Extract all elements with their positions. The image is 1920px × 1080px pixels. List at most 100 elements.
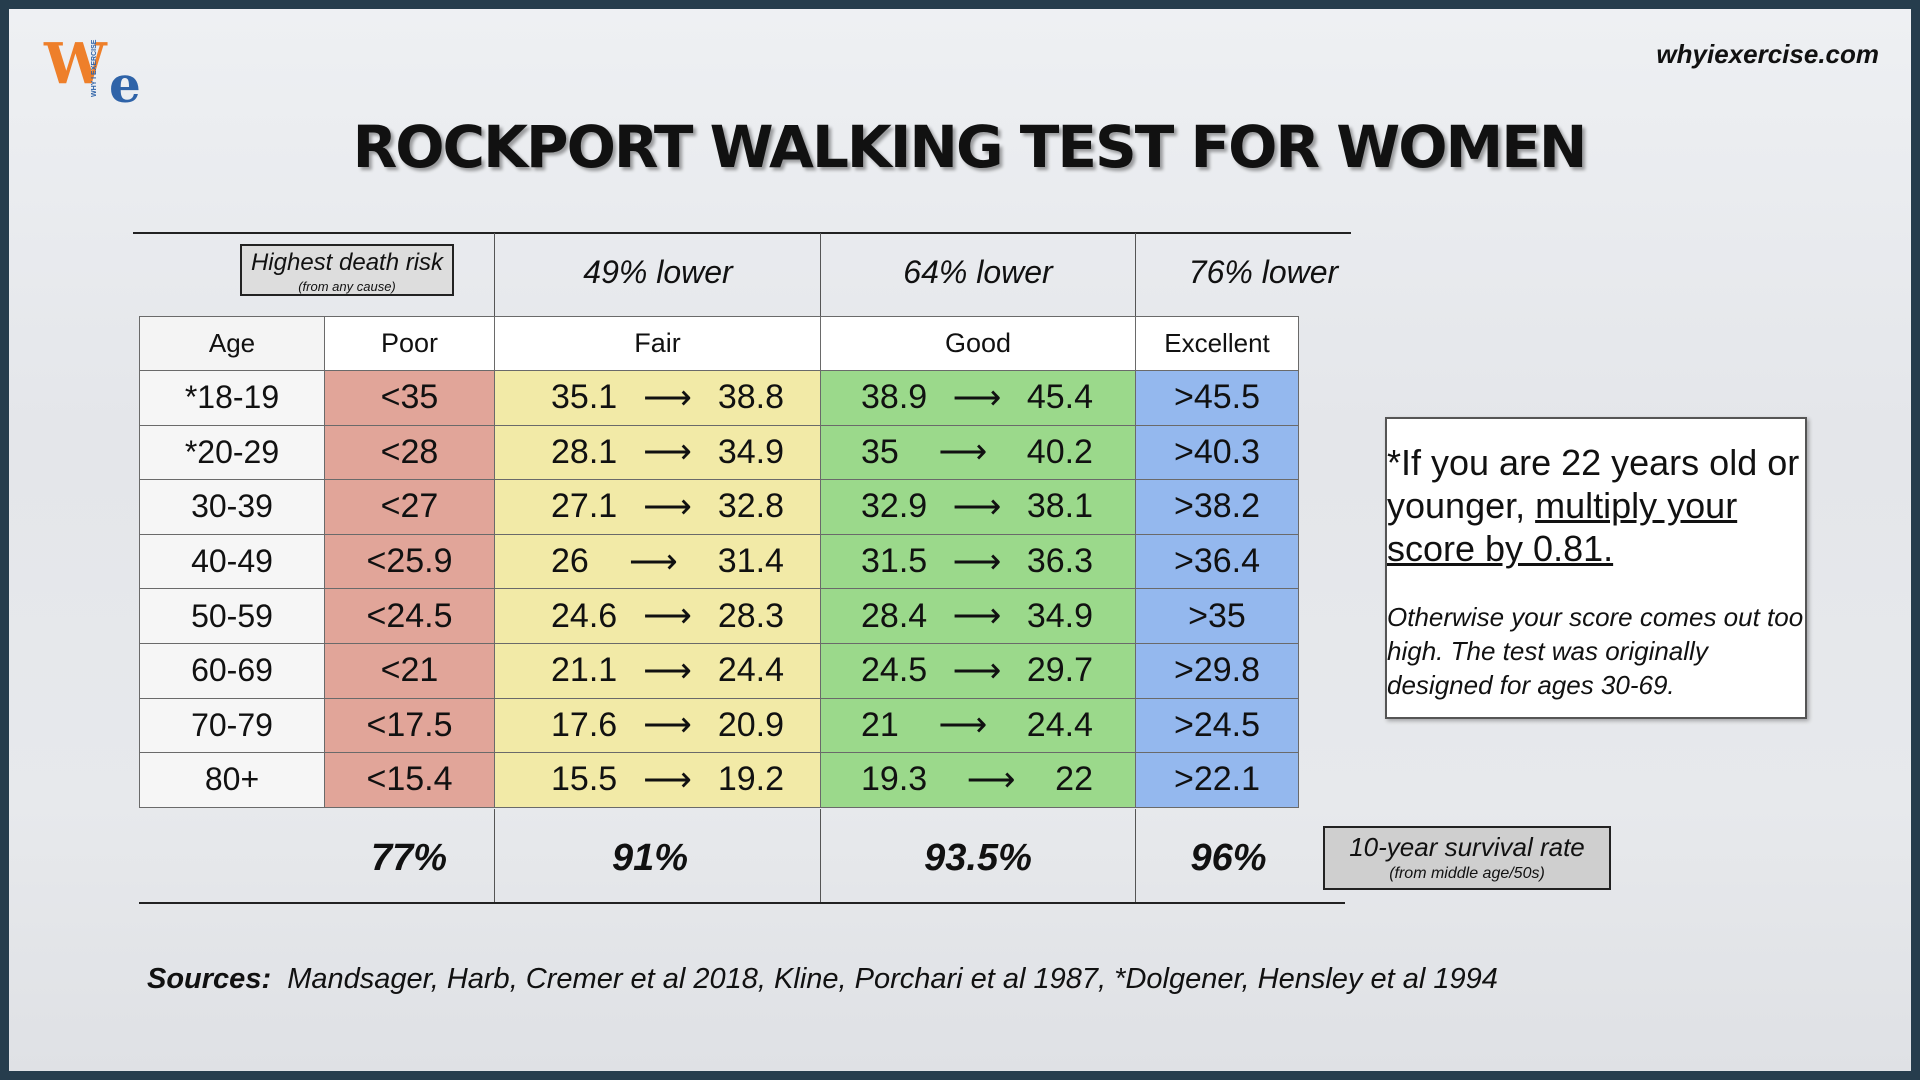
good-from: 28.4 (861, 596, 928, 635)
good-from: 32.9 (861, 487, 928, 526)
survival-divider-good (820, 809, 821, 902)
fair-cell: 17.6 ⟶ 20.9 (494, 697, 821, 754)
fair-cell: 26 ⟶ 31.4 (494, 533, 821, 590)
arrow-right-icon: ⟶ (643, 487, 692, 526)
note-main-text: *If you are 22 years old or younger, mul… (1387, 441, 1801, 570)
fair-to: 28.3 (717, 596, 784, 635)
poor-cell: <27 (324, 479, 495, 535)
table-row: 50-59 <24.5 24.6 ⟶ 28.3 28.4 ⟶ 34.9 >35 (139, 588, 1299, 644)
fair-to: 19.2 (717, 760, 784, 799)
fair-from: 35.1 (551, 378, 618, 417)
fitness-table: Age Poor Fair Good Excellent *18-19 <35 35… (139, 316, 1299, 808)
poor-cell: <24.5 (324, 588, 495, 644)
arrow-right-icon: ⟶ (952, 597, 1002, 636)
good-to: 36.3 (1026, 542, 1093, 581)
site-url[interactable]: whyiexercise.com (1656, 39, 1879, 69)
age-cell: *18-19 (139, 370, 325, 426)
age-cell: 30-39 (139, 479, 325, 535)
age-note-box: *If you are 22 years old or younger, mul… (1385, 417, 1807, 719)
good-to: 45.4 (1026, 378, 1093, 417)
good-to: 22 (1055, 760, 1093, 799)
fair-to: 38.8 (717, 378, 784, 417)
fair-cell: 15.5 ⟶ 19.2 (494, 752, 821, 808)
arrow-right-icon: ⟶ (643, 433, 692, 472)
good-from: 35 (861, 432, 899, 471)
survival-label-title: 10-year survival rate (1349, 832, 1585, 862)
table-row: 30-39 <27 27.1 ⟶ 32.8 32.9 ⟶ 38.1 >38.2 (139, 479, 1299, 535)
survival-good: 93.5% (924, 837, 1032, 879)
excellent-cell: >45.5 (1135, 370, 1299, 426)
age-cell: *20-29 (139, 424, 325, 481)
poor-cell: <17.5 (324, 697, 495, 754)
logo-letter-e: e (109, 55, 141, 114)
good-from: 21 (861, 705, 899, 744)
table-row: 60-69 <21 21.1 ⟶ 24.4 24.5 ⟶ 29.7 >29.8 (139, 642, 1299, 699)
col-header-poor: Poor (324, 316, 495, 371)
survival-fair: 91% (611, 837, 689, 879)
fair-to: 34.9 (717, 432, 784, 471)
arrow-right-icon: ⟶ (643, 378, 692, 417)
excellent-cell: >36.4 (1135, 533, 1299, 590)
logo-tagline: WHY I EXERCISE (91, 39, 98, 97)
survival-divider-excellent (1135, 809, 1136, 902)
divider-fair (494, 233, 495, 317)
table-row: 40-49 <25.9 26 ⟶ 31.4 31.5 ⟶ 36.3 >36.4 (139, 533, 1299, 590)
survival-rate-label: 10-year survival rate (from middle age/5… (1323, 826, 1611, 890)
arrow-right-icon: ⟶ (938, 433, 988, 472)
note-secondary-text: Otherwise your score comes out too high.… (1387, 602, 1804, 700)
fair-from: 24.6 (551, 596, 618, 635)
fair-to: 24.4 (717, 651, 784, 690)
sources-label: Sources: (147, 963, 272, 995)
col-header-excellent: Excellent (1135, 316, 1299, 371)
fair-to: 20.9 (717, 705, 784, 744)
site-logo[interactable]: W WHY I EXERCISE e (39, 27, 159, 117)
sources-line: Sources: Mandsager, Harb, Cremer et al 2… (147, 963, 1498, 996)
arrow-right-icon: ⟶ (952, 542, 1002, 581)
logo-letter-w: W (44, 31, 107, 97)
col-header-age: Age (139, 316, 325, 371)
poor-cell: <15.4 (324, 752, 495, 808)
fair-risk-label: 49% lower (583, 254, 733, 290)
risk-title: Highest death risk (250, 249, 444, 276)
fair-from: 17.6 (551, 705, 618, 744)
good-from: 31.5 (861, 542, 928, 581)
excellent-cell: >35 (1135, 588, 1299, 644)
good-to: 24.4 (1026, 705, 1093, 744)
excellent-cell: >29.8 (1135, 642, 1299, 699)
good-risk-label: 64% lower (903, 254, 1053, 290)
good-from: 24.5 (861, 651, 928, 690)
age-cell: 50-59 (139, 588, 325, 644)
good-to: 40.2 (1026, 432, 1093, 471)
page-title: Rockport walking test for women (352, 113, 1588, 181)
note-underlined: multiply your score by 0.81. (1387, 485, 1738, 569)
arrow-right-icon: ⟶ (952, 651, 1002, 690)
table-row: *18-19 <35 35.1 ⟶ 38.8 38.9 ⟶ 45.4 >45.5 (139, 370, 1299, 426)
col-header-good: Good (820, 316, 1136, 371)
fair-from: 21.1 (551, 651, 618, 690)
fair-from: 26 (551, 542, 589, 581)
arrow-right-icon: ⟶ (966, 760, 1016, 799)
arrow-right-icon: ⟶ (952, 378, 1002, 417)
divider-good (820, 233, 821, 317)
top-rule (133, 232, 1351, 234)
poor-cell: <28 (324, 424, 495, 481)
arrow-right-icon: ⟶ (643, 597, 692, 636)
sources-text: Mandsager, Harb, Cremer et al 2018, Klin… (287, 963, 1498, 995)
table-body: *18-19 <35 35.1 ⟶ 38.8 38.9 ⟶ 45.4 >45.5 *20-29 <2… (139, 370, 1299, 808)
good-cell: 24.5 ⟶ 29.7 (820, 642, 1136, 699)
fair-cell: 28.1 ⟶ 34.9 (494, 424, 821, 481)
good-cell: 28.4 ⟶ 34.9 (820, 588, 1136, 644)
fair-cell: 35.1 ⟶ 38.8 (494, 370, 821, 426)
good-from: 38.9 (861, 378, 928, 417)
risk-subtitle: (from any cause) (298, 279, 396, 294)
good-cell: 38.9 ⟶ 45.4 (820, 370, 1136, 426)
survival-divider-fair (494, 809, 495, 902)
table-row: 80+ <15.4 15.5 ⟶ 19.2 19.3 ⟶ 22 >22.1 (139, 752, 1299, 808)
fair-from: 28.1 (551, 432, 618, 471)
good-cell: 35 ⟶ 40.2 (820, 424, 1136, 481)
excellent-cell: >40.3 (1135, 424, 1299, 481)
arrow-right-icon: ⟶ (952, 487, 1002, 526)
table-row: 70-79 <17.5 17.6 ⟶ 20.9 21 ⟶ 24.4 >24.5 (139, 697, 1299, 754)
fair-cell: 21.1 ⟶ 24.4 (494, 642, 821, 699)
arrow-right-icon: ⟶ (643, 706, 692, 745)
